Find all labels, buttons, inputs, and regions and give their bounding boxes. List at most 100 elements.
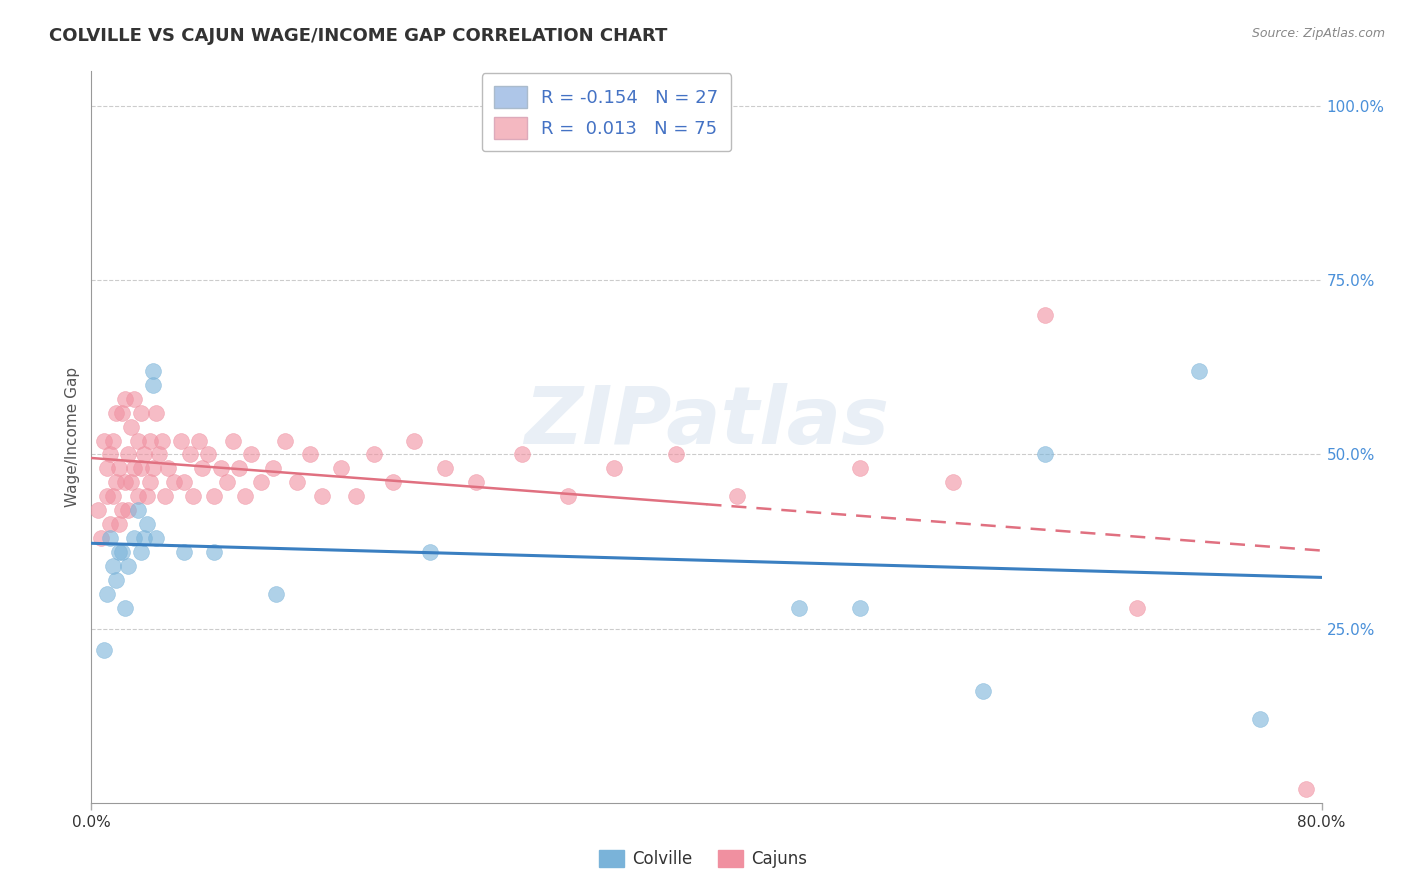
Point (98, 448, 121, 462)
Point (215, 475, 238, 490)
Point (145, 531, 167, 545)
Point (105, 406, 127, 420)
Point (132, 531, 155, 545)
Point (127, 434, 149, 448)
Point (725, 489, 748, 503)
Point (132, 448, 155, 462)
Y-axis label: Wage/Income Gap: Wage/Income Gap (65, 367, 80, 508)
Point (142, 364, 165, 378)
Point (111, 503, 134, 517)
Point (419, 545, 441, 559)
Point (117, 448, 139, 462)
Point (381, 475, 404, 490)
Point (191, 461, 214, 475)
Point (209, 461, 232, 475)
Point (1249, 712, 1271, 726)
Point (197, 448, 219, 462)
Point (117, 503, 139, 517)
Point (135, 489, 157, 503)
Point (96, 489, 118, 503)
Point (98, 517, 121, 532)
Text: COLVILLE VS CAJUN WAGE/INCOME GAP CORRELATION CHART: COLVILLE VS CAJUN WAGE/INCOME GAP CORREL… (49, 27, 668, 45)
Point (942, 475, 965, 490)
Point (249, 475, 271, 490)
Point (114, 600, 136, 615)
Point (329, 461, 352, 475)
Point (163, 475, 186, 490)
Point (93, 434, 115, 448)
Point (139, 475, 162, 490)
Point (120, 419, 142, 434)
Point (96, 461, 118, 475)
Point (145, 406, 167, 420)
Point (129, 461, 152, 475)
Point (344, 489, 367, 503)
Point (135, 517, 157, 532)
Point (124, 392, 146, 406)
Point (129, 545, 152, 559)
Text: Source: ZipAtlas.com: Source: ZipAtlas.com (1251, 27, 1385, 40)
Text: ZIPatlas: ZIPatlas (524, 384, 889, 461)
Point (1033, 448, 1056, 462)
Point (93, 642, 115, 657)
Point (124, 531, 146, 545)
Point (274, 434, 297, 448)
Point (142, 461, 165, 475)
Point (86, 503, 108, 517)
Point (173, 475, 195, 490)
Point (262, 461, 284, 475)
Legend: R = -0.154   N = 27, R =  0.013   N = 75: R = -0.154 N = 27, R = 0.013 N = 75 (482, 73, 731, 152)
Point (173, 545, 195, 559)
Point (179, 448, 201, 462)
Point (510, 448, 533, 462)
Point (222, 434, 245, 448)
Point (1295, 781, 1317, 796)
Point (434, 461, 457, 475)
Point (127, 503, 149, 517)
Point (188, 434, 211, 448)
Point (849, 461, 872, 475)
Point (849, 600, 872, 615)
Point (101, 489, 124, 503)
Point (117, 558, 139, 573)
Point (108, 461, 131, 475)
Point (150, 434, 173, 448)
Point (240, 448, 263, 462)
Point (108, 545, 131, 559)
Point (127, 489, 149, 503)
Point (101, 434, 124, 448)
Point (202, 545, 225, 559)
Point (202, 489, 225, 503)
Point (404, 434, 426, 448)
Point (148, 448, 170, 462)
Point (557, 489, 579, 503)
Point (98, 531, 121, 545)
Point (1187, 364, 1209, 378)
Point (142, 377, 165, 392)
Point (972, 684, 994, 698)
Point (287, 475, 309, 490)
Point (665, 448, 688, 462)
Point (124, 461, 146, 475)
Point (120, 475, 142, 490)
Point (101, 558, 124, 573)
Point (228, 461, 250, 475)
Point (181, 489, 204, 503)
Point (464, 475, 486, 490)
Point (111, 545, 134, 559)
Point (311, 489, 333, 503)
Point (108, 517, 131, 532)
Point (111, 406, 134, 420)
Point (96, 587, 118, 601)
Point (1126, 600, 1149, 615)
Legend: Colville, Cajuns: Colville, Cajuns (592, 843, 814, 875)
Point (169, 434, 191, 448)
Point (153, 489, 177, 503)
Point (105, 475, 127, 490)
Point (363, 448, 385, 462)
Point (233, 489, 256, 503)
Point (129, 406, 152, 420)
Point (1033, 308, 1056, 322)
Point (603, 461, 626, 475)
Point (114, 392, 136, 406)
